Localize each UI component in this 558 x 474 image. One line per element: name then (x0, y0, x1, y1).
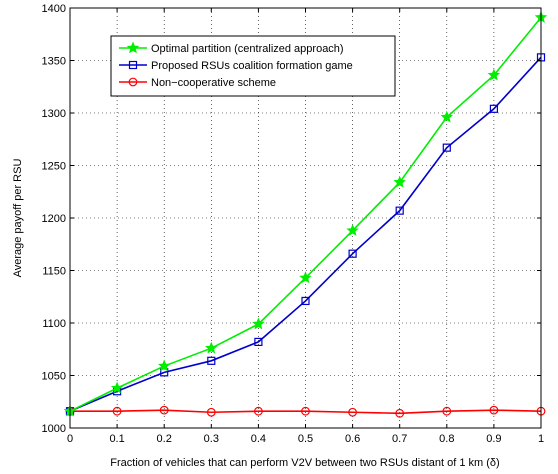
y-tick-label: 1250 (42, 161, 66, 173)
x-tick-label: 0.7 (392, 433, 407, 445)
y-tick-label: 1100 (42, 318, 66, 330)
data-point (301, 406, 310, 416)
data-point (301, 296, 310, 306)
data-point (489, 104, 498, 113)
y-axis-label: Average payoff per RSU (12, 159, 24, 278)
legend: Optimal partition (centralized approach)… (110, 35, 396, 97)
legend-marker (126, 41, 140, 54)
data-point (206, 407, 216, 417)
data-point (393, 175, 406, 188)
data-point (253, 406, 263, 416)
x-tick-label: 0.3 (204, 433, 219, 445)
y-tick-label: 1200 (42, 213, 66, 225)
y-tick-label: 1150 (42, 266, 66, 278)
axis-ticks: 0 0.1 0.2 0.3 0.4 0.5 0.6 0.7 0.8 0.9 1 1000 1050 110… (42, 3, 545, 445)
x-tick-label: 1 (538, 433, 544, 445)
data-point (112, 406, 122, 416)
x-axis-label: Fraction of vehicles that can perform V2… (110, 457, 499, 469)
x-tick-label: 0.4 (251, 433, 266, 445)
data-point (299, 271, 312, 284)
data-point (159, 405, 169, 415)
data-point (395, 408, 405, 418)
data-point (157, 359, 171, 372)
data-point (442, 406, 452, 416)
legend-label: Non−cooperative scheme (151, 77, 276, 89)
y-tick-label: 1000 (42, 423, 66, 435)
data-point (346, 224, 359, 236)
data-point (252, 317, 265, 330)
x-tick-label: 0.1 (109, 433, 124, 445)
legend-label: Proposed RSUs coalition formation game (151, 60, 353, 72)
x-tick-label: 0.2 (157, 433, 172, 445)
x-tick-label: 0.8 (439, 433, 454, 445)
data-point (348, 407, 358, 417)
data-point (207, 356, 216, 365)
legend-marker (128, 60, 138, 70)
x-tick-label: 0.6 (345, 433, 360, 445)
legend-label: Optimal partition (centralized approach) (151, 43, 344, 55)
x-tick-label: 0.9 (486, 433, 501, 445)
y-tick-label: 1050 (42, 371, 66, 383)
data-point (440, 110, 454, 123)
data-point (205, 341, 218, 354)
data-point (395, 206, 404, 215)
legend-marker (128, 77, 138, 87)
x-tick-label: 0.5 (298, 433, 313, 445)
data-point (442, 143, 451, 152)
y-tick-label: 1300 (42, 108, 66, 120)
series-circle (65, 405, 546, 418)
data-point (348, 249, 357, 258)
legend-box (110, 35, 396, 97)
data-point (489, 405, 499, 415)
data-point (487, 68, 501, 81)
series-line (70, 409, 542, 415)
data-point (110, 381, 124, 394)
data-point (254, 337, 263, 346)
x-tick-label: 0 (67, 433, 73, 445)
grid (70, 8, 541, 428)
y-tick-label: 1400 (42, 3, 66, 15)
y-tick-label: 1350 (42, 56, 66, 68)
series-line (69, 56, 542, 412)
